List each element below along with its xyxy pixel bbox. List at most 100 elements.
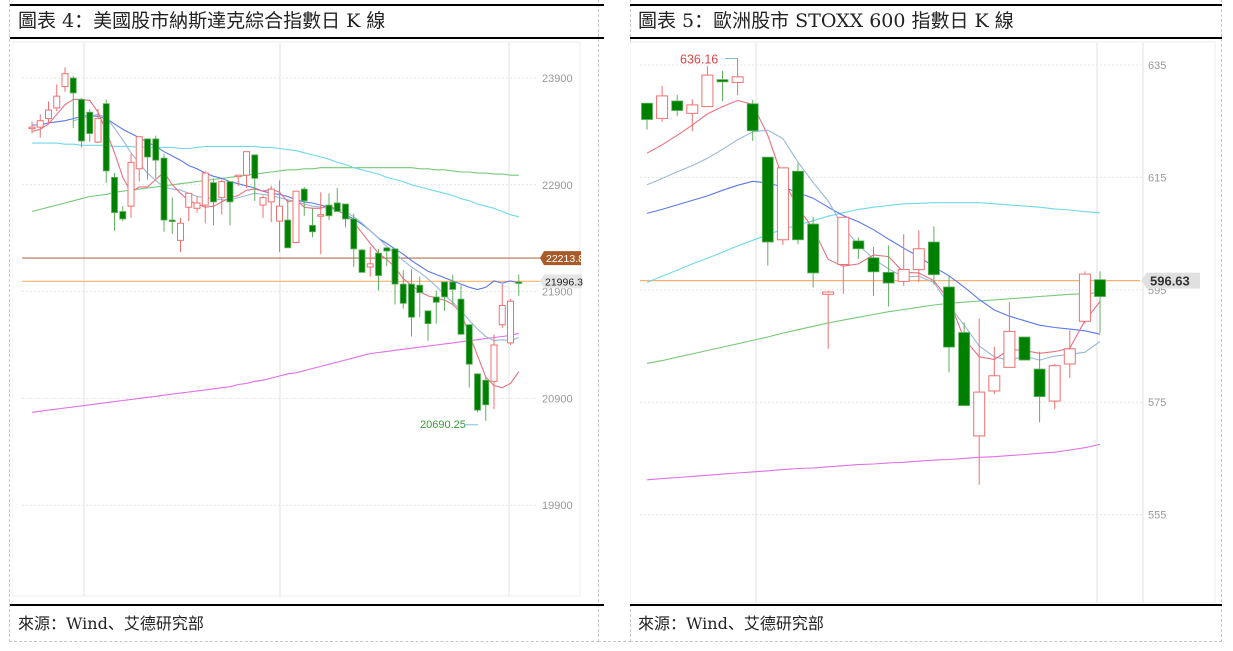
candle <box>383 247 391 266</box>
svg-text:636.16: 636.16 <box>680 52 718 66</box>
plot-area <box>629 41 1216 604</box>
ma20-line <box>32 114 519 291</box>
candle <box>1003 302 1016 368</box>
candle <box>399 270 407 309</box>
candle <box>1094 271 1106 334</box>
candle <box>177 217 184 253</box>
candle <box>358 248 366 273</box>
candle <box>267 185 275 223</box>
candle <box>1048 363 1061 409</box>
candle <box>1078 271 1091 324</box>
candle <box>973 318 986 485</box>
nasdaq-candlestick-chart: 23900 22900 21900 20900 19900 22213.8 21996.3 2… <box>11 41 584 597</box>
figure-title: 圖表 5：歐洲股市 STOXX 600 指數日 K 線 <box>630 4 1222 39</box>
candle <box>882 245 895 307</box>
candle <box>391 248 399 305</box>
candle <box>837 216 850 294</box>
candle <box>482 377 490 421</box>
price-tag-last: 596.63 <box>1141 272 1200 289</box>
candle <box>366 246 374 277</box>
candle <box>201 170 209 224</box>
candle <box>259 195 267 218</box>
candle <box>424 310 432 341</box>
candle <box>490 334 498 410</box>
high-price-label: 636.16 <box>680 52 738 66</box>
candle <box>144 138 151 180</box>
candle <box>309 208 316 238</box>
nasdaq-chart: 23900 22900 21900 20900 19900 22213.8 21996.3 2… <box>11 41 587 603</box>
candle <box>45 101 52 124</box>
candle <box>776 167 789 245</box>
y-axis-tick-label: 19900 <box>542 500 573 512</box>
stoxx600-figure: 圖表 5：歐洲股市 STOXX 600 指數日 K 線 635 615 595 575… <box>629 0 1222 651</box>
stoxx600-chart: 635 615 595 575 555 596.63 636.16 <box>629 41 1222 604</box>
candle <box>234 174 242 186</box>
price-tag-last: 21996.3 <box>540 274 583 289</box>
candle <box>507 299 514 345</box>
nasdaq-figure: 圖表 4：美國股市納斯達克綜合指數日 K 線 23900 22900 21900 20… <box>10 0 604 651</box>
candle <box>656 85 669 122</box>
candle <box>135 136 143 182</box>
y-axis-tick-label: 575 <box>1148 397 1166 409</box>
price-tag-brown: 22213.8 <box>540 251 584 266</box>
ma60-line <box>646 202 1101 284</box>
candle <box>111 173 118 231</box>
candle <box>94 108 102 144</box>
candle <box>671 94 684 117</box>
candle <box>36 114 44 138</box>
candle <box>701 66 714 108</box>
candle <box>61 67 69 92</box>
candle <box>641 102 653 130</box>
candle <box>193 196 201 213</box>
ma60-line <box>32 142 519 218</box>
candle <box>86 108 94 143</box>
candle <box>218 179 226 215</box>
candle <box>457 285 465 335</box>
figure-source: 來源：Wind、艾德研究部 <box>630 604 1222 640</box>
y-axis-tick-label: 555 <box>1148 510 1166 522</box>
candles <box>28 67 523 421</box>
candle <box>449 274 457 306</box>
candle <box>342 203 349 228</box>
candle <box>792 163 804 245</box>
candle <box>432 290 440 324</box>
candle <box>822 290 835 349</box>
figure-title: 圖表 4：美國股市納斯達克綜合指數日 K 線 <box>10 4 604 39</box>
candle <box>243 151 250 189</box>
y-axis-tick-label: 20900 <box>542 393 573 405</box>
candle <box>686 99 699 132</box>
candle <box>927 226 940 285</box>
candle <box>1018 336 1031 361</box>
ma250-line <box>31 332 519 413</box>
ma20-line <box>646 180 1101 335</box>
candle <box>867 247 880 296</box>
candle <box>119 206 127 222</box>
candle <box>292 190 300 243</box>
candle <box>416 276 424 318</box>
candles <box>641 58 1106 485</box>
candle <box>761 156 774 266</box>
svg-text:596.63: 596.63 <box>1150 274 1190 289</box>
candle <box>1033 351 1046 423</box>
candle <box>276 180 283 253</box>
ma120-line <box>646 292 1101 364</box>
candle <box>375 248 382 291</box>
candle <box>325 193 333 221</box>
svg-text:21996.3: 21996.3 <box>545 276 583 288</box>
candle <box>731 58 744 96</box>
y-axis-tick-label: 615 <box>1148 172 1166 184</box>
svg-text:20690.25: 20690.25 <box>420 419 466 431</box>
candle <box>465 324 473 388</box>
candle <box>284 199 292 249</box>
candle <box>317 192 325 255</box>
candle <box>78 98 85 148</box>
candle <box>28 121 36 134</box>
candle <box>515 274 523 296</box>
candle <box>53 84 61 112</box>
candle <box>168 197 176 234</box>
candle <box>852 237 865 259</box>
figure-source: 來源：Wind、艾德研究部 <box>10 604 604 640</box>
candle <box>943 275 955 373</box>
candle <box>474 373 481 413</box>
